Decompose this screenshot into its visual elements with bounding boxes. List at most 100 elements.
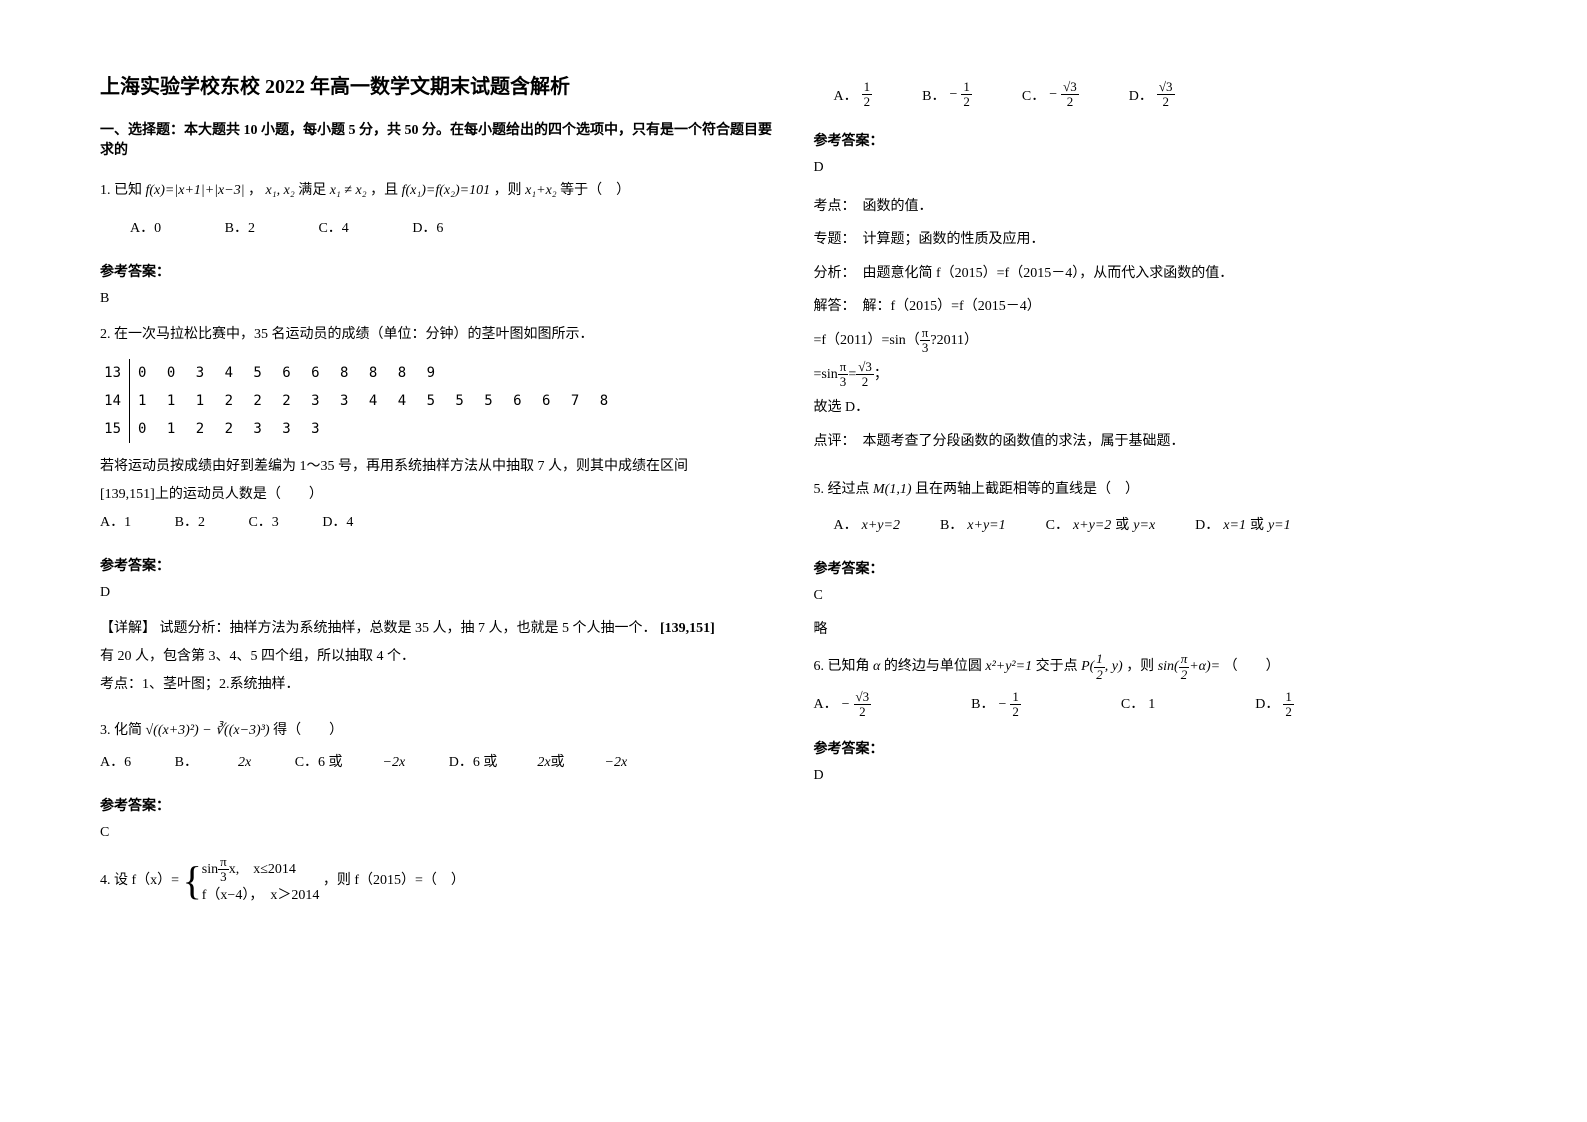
brace-icon: {: [183, 861, 202, 901]
q2-answer: D: [100, 585, 774, 601]
q5-options: A．x+y=2 B．x+y=1 C．x+y=2或y=x D．x=1或y=1: [834, 512, 1488, 540]
q5-text2: 且在两轴上截距相等的直线是（ ）: [915, 482, 1139, 497]
q2-optB: B．2: [175, 509, 205, 537]
stem-row-2: 15 0 1 2 2 3 3 3: [100, 415, 774, 443]
q3-text: 化简: [114, 723, 142, 738]
q4-solution: 考点： 函数的值． 专题： 计算题；函数的性质及应用． 分析： 由题意化简 f（…: [814, 190, 1488, 459]
q1-t6: 等于（ ）: [560, 183, 630, 198]
stem-1: 14: [100, 387, 130, 415]
q1-optD: D．6: [412, 215, 443, 243]
q4-line3: 分析： 由题意化简 f（2015）=f（2015－4），从而代入求函数的值．: [814, 257, 1488, 291]
q3-num: 3.: [100, 723, 111, 738]
q6-text3: 交于点: [1036, 659, 1078, 674]
q4-line8: 点评： 本题考查了分段函数的函数值的求法，属于基础题．: [814, 425, 1488, 459]
q1-answer: B: [100, 291, 774, 307]
q1-t4: ，且: [370, 183, 398, 198]
q4-optA: A． 12: [834, 80, 873, 110]
q1-optB: B．2: [225, 215, 255, 243]
q4-optC: C． − √32: [1022, 80, 1079, 110]
q6-text4: ，则: [1126, 659, 1154, 674]
leaf-1: 1 1 1 2 2 2 3 3 4 4 5 5 5 6 6 7 8: [130, 387, 614, 415]
q3-answer: C: [100, 825, 774, 841]
q4-line7: 故选 D．: [814, 391, 1488, 425]
q4-optD: D． √32: [1129, 80, 1175, 110]
q6-alpha: α: [873, 659, 880, 674]
q6-sin: sin(π2+α)=: [1158, 659, 1224, 674]
q4-line5: =f（2011）=sin（π3?2011）: [814, 324, 1488, 358]
q4-num: 4.: [100, 873, 111, 888]
q4-options: A． 12 B． − 12 C． − √32 D． √32: [834, 80, 1488, 110]
leaf-2: 0 1 2 2 3 3 3: [130, 415, 326, 443]
q5-text: 经过点: [828, 482, 870, 497]
q1-t5: ，则: [494, 183, 522, 198]
q6-options: A． − √32 B． − 12 C． 1 D． 12: [814, 690, 1488, 720]
q4-line4: 解答： 解：f（2015）=f（2015－4）: [814, 290, 1488, 324]
q2-explain1: 试题分析：抽样方法为系统抽样，总数是 35 人，抽 7 人，也就是 5 个人抽一…: [160, 621, 657, 636]
question-4: 4. 设 f（x）= { sinπ3x, x≤2014 f（x−4）， x＞20…: [100, 855, 774, 907]
q2-explain: 【详解】 试题分析：抽样方法为系统抽样，总数是 35 人，抽 7 人，也就是 5…: [100, 615, 774, 699]
q6-optD: D． 12: [1255, 690, 1294, 720]
q6-optC: C． 1: [1121, 690, 1155, 720]
q4-line1: 考点： 函数的值．: [814, 190, 1488, 224]
q6-num: 6.: [814, 659, 825, 674]
q6-text5: （ ）: [1224, 659, 1280, 674]
question-6: 6. 已知角 α 的终边与单位圆 x²+y²=1 交于点 P(12, y) ，则…: [814, 652, 1488, 719]
q6-text: 已知角: [828, 659, 870, 674]
q4-text2: ，则 f（2015）=（ ）: [323, 873, 465, 888]
question-5: 5. 经过点 M(1,1) 且在两轴上截距相等的直线是（ ） A．x+y=2 B…: [814, 476, 1488, 540]
stem-leaf-plot: 13 0 0 3 4 5 6 6 8 8 8 9 14 1 1 1 2 2 2 …: [100, 359, 774, 443]
q2-num: 2.: [100, 327, 111, 342]
q6-answer-label: 参考答案：: [814, 738, 1488, 758]
q6-point: P(12, y): [1081, 659, 1126, 674]
q2-optA: A．1: [100, 509, 131, 537]
stem-0: 13: [100, 359, 130, 387]
q1-num: 1.: [100, 183, 111, 198]
q1-f3: x₁ ≠ x₂: [330, 183, 367, 198]
q2-text2: 若将运动员按成绩由好到差编为 1～35 号，再用系统抽样方法从中抽取 7 人，则…: [100, 453, 774, 481]
q3-answer-label: 参考答案：: [100, 795, 774, 815]
section-1-header: 一、选择题：本大题共 10 小题，每小题 5 分，共 50 分。在每小题给出的四…: [100, 119, 774, 159]
q2-explain3: 考点：1、茎叶图；2.系统抽样．: [100, 671, 774, 699]
q5-optD: D．x=1或y=1: [1195, 512, 1290, 540]
q2-explain-bold: [139,151]: [660, 621, 715, 636]
q2-text3: [139,151]上的运动员人数是（ ）: [100, 481, 774, 509]
q6-optA: A． − √32: [814, 690, 872, 720]
q3-optC: C．6 或−2x: [295, 749, 406, 777]
leaf-0: 0 0 3 4 5 6 6 8 8 8 9: [130, 359, 441, 387]
q4-optB: B． − 12: [922, 80, 972, 110]
q6-text2: 的终边与单位圆: [884, 659, 982, 674]
q5-optB: B．x+y=1: [940, 512, 1006, 540]
stem-row-0: 13 0 0 3 4 5 6 6 8 8 8 9: [100, 359, 774, 387]
q5-answer: C: [814, 588, 1488, 604]
q6-optB: B． − 12: [971, 690, 1021, 720]
question-2: 2. 在一次马拉松比赛中，35 名运动员的成绩（单位：分钟）的茎叶图如图所示． …: [100, 321, 774, 537]
q3-optB: B．2x: [175, 749, 252, 777]
q1-optA: A．0: [130, 215, 161, 243]
q5-note: 略: [814, 618, 1488, 638]
q1-t2: ，: [248, 183, 262, 198]
q5-optA: A．x+y=2: [834, 512, 900, 540]
q3-formula: √((x+3)²) − ∛((x−3)³): [146, 723, 270, 738]
q5-answer-label: 参考答案：: [814, 558, 1488, 578]
q3-optA: A．6: [100, 749, 131, 777]
q1-text: 已知: [114, 183, 142, 198]
q2-answer-label: 参考答案：: [100, 555, 774, 575]
q5-optC: C．x+y=2或y=x: [1046, 512, 1156, 540]
q1-optC: C．4: [318, 215, 348, 243]
question-3: 3. 化简 √((x+3)²) − ∛((x−3)³) 得（ ） A．6 B．2…: [100, 717, 774, 777]
q2-optC: C．3: [248, 509, 278, 537]
stem-2: 15: [100, 415, 130, 443]
q5-num: 5.: [814, 482, 825, 497]
q1-answer-label: 参考答案：: [100, 261, 774, 281]
q4-answer: D: [814, 160, 1488, 176]
q1-f1: f(x)=|x+1|+|x−3|: [146, 183, 245, 198]
q1-f5: x₁+x₂: [525, 183, 557, 198]
q2-explain2: 有 20 人，包含第 3、4、5 四个组，所以抽取 4 个．: [100, 643, 774, 671]
q1-f2: x₁, x₂: [266, 183, 295, 198]
stem-row-1: 14 1 1 1 2 2 2 3 3 4 4 5 5 5 6 6 7 8: [100, 387, 774, 415]
piecewise-content: sinπ3x, x≤2014 f（x−4）， x＞2014: [202, 855, 320, 907]
question-1: 1. 已知 f(x)=|x+1|+|x−3| ， x₁, x₂ 满足 x₁ ≠ …: [100, 177, 774, 243]
document-title: 上海实验学校东校 2022 年高一数学文期末试题含解析: [100, 70, 774, 99]
q1-f4: f(x₁)=f(x₂)=101: [402, 183, 490, 198]
q2-text: 在一次马拉松比赛中，35 名运动员的成绩（单位：分钟）的茎叶图如图所示．: [114, 327, 594, 342]
